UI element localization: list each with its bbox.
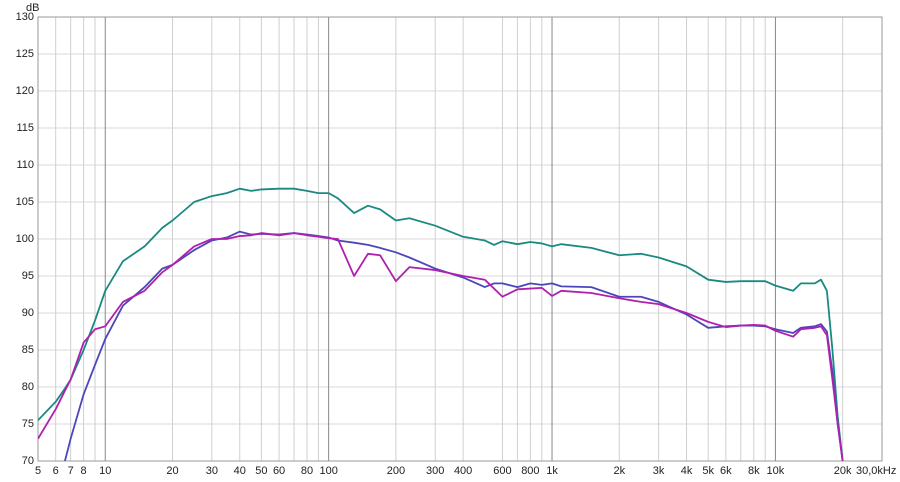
y-tick-label: 100 (16, 233, 34, 245)
x-tick-label: 6k (720, 465, 732, 477)
x-tick-label: 200 (387, 465, 405, 477)
x-tick-label: 600 (493, 465, 511, 477)
x-tick-label: 8 (81, 465, 87, 477)
x-tick-label: 80 (301, 465, 313, 477)
y-tick-label: 105 (16, 196, 34, 208)
x-tick-label: 5 (35, 465, 41, 477)
x-tick-label: 8k (748, 465, 760, 477)
y-tick-label: 70 (22, 455, 34, 467)
x-tick-label: 400 (454, 465, 472, 477)
x-tick-label: 20k (834, 465, 852, 477)
series-line (38, 187, 844, 461)
y-tick-label: 115 (16, 122, 34, 134)
x-tick-label: 4k (681, 465, 693, 477)
y-tick-label: 120 (16, 85, 34, 97)
y-tick-label: 95 (22, 270, 34, 282)
y-tick-label: 130 (16, 11, 34, 23)
x-tick-label: 10k (767, 465, 785, 477)
x-tick-label: 100 (319, 465, 337, 477)
x-tick-label: 30,0kHz (856, 465, 896, 477)
y-tick-label: 110 (16, 159, 34, 171)
series-line (38, 232, 844, 461)
y-tick-label: 75 (22, 418, 34, 430)
x-tick-label: 5k (702, 465, 714, 477)
x-tick-label: 800 (521, 465, 539, 477)
x-tick-label: 50 (255, 465, 267, 477)
y-tick-label: 125 (16, 48, 34, 60)
x-tick-label: 30 (206, 465, 218, 477)
y-tick-label: 90 (22, 307, 34, 319)
x-tick-label: 20 (166, 465, 178, 477)
x-tick-label: 3k (653, 465, 665, 477)
x-tick-label: 2k (613, 465, 625, 477)
x-tick-label: 7 (68, 465, 74, 477)
x-tick-label: 1k (546, 465, 558, 477)
y-tick-label: 80 (22, 381, 34, 393)
x-tick-label: 40 (234, 465, 246, 477)
y-tick-label: 85 (22, 344, 34, 356)
x-tick-label: 6 (53, 465, 59, 477)
x-tick-label: 300 (426, 465, 444, 477)
x-tick-label: 10 (99, 465, 111, 477)
plot-border (37, 16, 883, 462)
x-tick-label: 60 (273, 465, 285, 477)
y-axis-label: dB (26, 2, 39, 14)
